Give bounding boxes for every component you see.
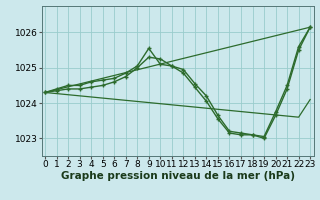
X-axis label: Graphe pression niveau de la mer (hPa): Graphe pression niveau de la mer (hPa) <box>60 171 295 181</box>
